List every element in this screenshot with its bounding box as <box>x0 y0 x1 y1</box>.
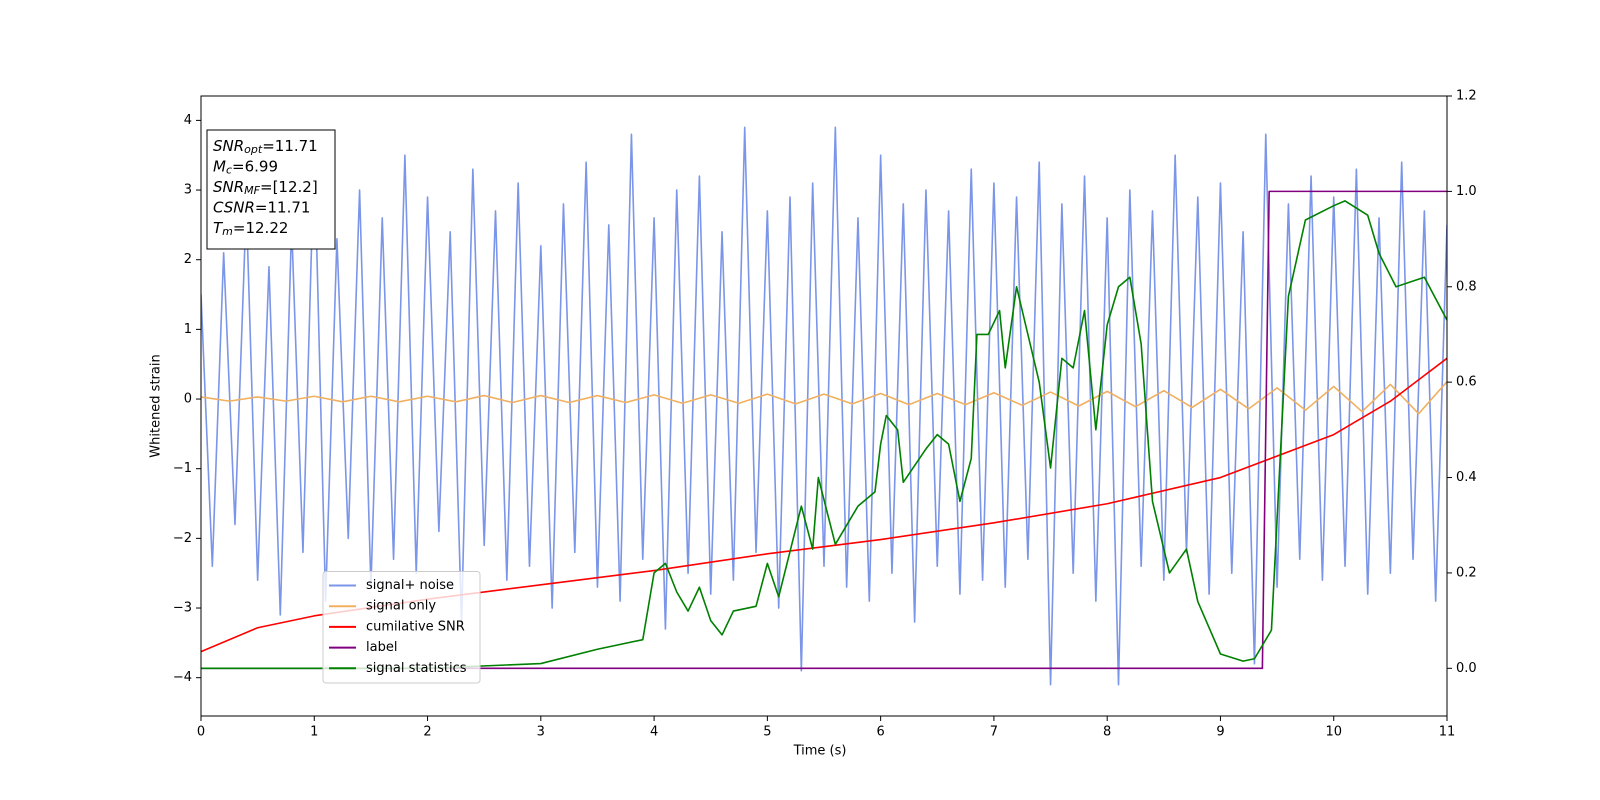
y-tick-label: 4 <box>184 113 192 128</box>
annotation-value: =12.22 <box>233 219 289 237</box>
annotation-subscript: opt <box>244 143 263 156</box>
y-tick-label: −3 <box>173 601 192 616</box>
y2-tick-label: 0.0 <box>1456 661 1477 676</box>
series-line <box>201 126 1447 686</box>
y-axis-label: Whitened strain <box>149 354 164 457</box>
x-tick-label: 5 <box>763 725 771 740</box>
annotation-subscript: c <box>226 164 232 177</box>
legend-label: cumilative SNR <box>366 619 465 634</box>
x-tick-label: 10 <box>1325 725 1342 740</box>
annotation-value: =[12.2] <box>260 178 318 196</box>
series-line <box>201 190 1447 670</box>
series-line <box>201 200 1447 670</box>
x-tick-label: 7 <box>990 725 998 740</box>
x-tick-label: 2 <box>423 725 431 740</box>
y-tick-label: 0 <box>184 392 192 407</box>
annotation-line: SNRMF=[12.2] <box>213 178 318 198</box>
annotation-name: CSNR <box>213 198 255 216</box>
annotation-name: SNR <box>213 137 244 155</box>
y-tick-label: −2 <box>173 531 192 546</box>
legend-label: signal statistics <box>366 661 467 676</box>
y2-tick-label: 0.2 <box>1456 565 1477 580</box>
y2-tick-label: 1.2 <box>1456 89 1477 104</box>
y2-tick-label: 0.4 <box>1456 470 1477 485</box>
legend-label: signal only <box>366 599 436 614</box>
plot-frame <box>200 95 1448 717</box>
annotation-name: M <box>213 157 226 175</box>
x-axis-label: Time (s) <box>793 744 847 759</box>
legend-label: signal+ noise <box>366 578 454 593</box>
annotation-subscript: m <box>222 225 233 238</box>
annotation-line: CSNR=11.71 <box>213 198 310 216</box>
y2-tick-label: 0.8 <box>1456 279 1477 294</box>
annotation-line: Tm=12.22 <box>213 219 288 239</box>
annotation-value: =11.71 <box>255 198 311 216</box>
annotation-line: SNRopt=11.71 <box>213 137 318 157</box>
x-tick-label: 6 <box>876 725 884 740</box>
x-tick-label: 4 <box>650 725 658 740</box>
legend-label: label <box>366 640 397 655</box>
y2-tick-label: 0.6 <box>1456 375 1477 390</box>
series-line <box>201 381 1447 415</box>
annotation-value: =6.99 <box>232 157 278 175</box>
annotation-subscript: MF <box>244 184 260 197</box>
y-tick-label: 1 <box>184 322 192 337</box>
annotation-name: T <box>213 219 224 237</box>
x-tick-label: 3 <box>537 725 545 740</box>
x-tick-label: 8 <box>1103 725 1111 740</box>
x-tick-label: 9 <box>1216 725 1224 740</box>
annotation-line: Mc=6.99 <box>213 157 278 177</box>
x-tick-label: 0 <box>197 725 205 740</box>
annotation-value: =11.71 <box>262 137 318 155</box>
x-tick-label: 11 <box>1439 725 1456 740</box>
annotation-box <box>206 129 336 250</box>
legend-box <box>322 571 481 684</box>
annotation-name: SNR <box>213 178 244 196</box>
y-tick-label: 3 <box>184 183 192 198</box>
y-tick-label: 2 <box>184 252 192 267</box>
y-tick-label: −1 <box>173 461 192 476</box>
x-tick-label: 1 <box>310 725 318 740</box>
y-tick-label: −4 <box>173 670 192 685</box>
y2-tick-label: 1.0 <box>1456 184 1477 199</box>
